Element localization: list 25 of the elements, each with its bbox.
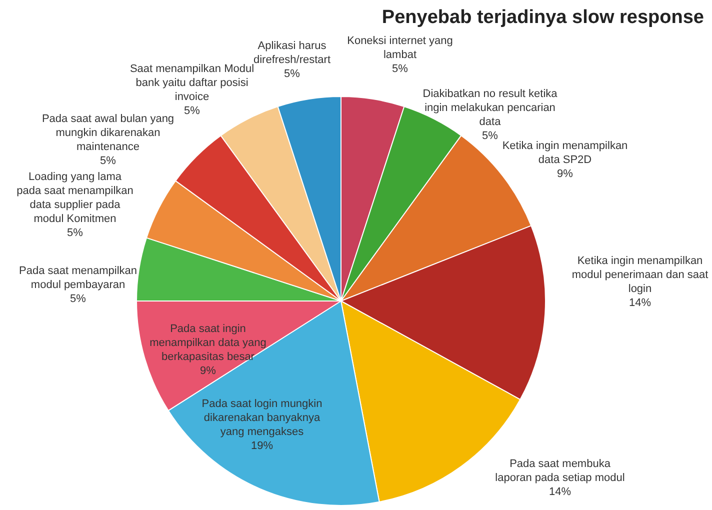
slice-label: Pada saat membuka laporan pada setiap modul — [495, 458, 625, 484]
data-label: 9% — [200, 365, 216, 378]
slice-label: Ketika ingin menampilkan data SP2D — [502, 140, 628, 166]
slice-label: Diakibatkan no result ketika ingin melakukan pencarian data — [422, 88, 558, 128]
data-label: 5% — [284, 68, 300, 80]
data-label: 5% — [482, 130, 498, 142]
slice-label: Pada saat ingin menampilkan data yang berkapasitas besar — [150, 323, 266, 364]
slice-label: Loading yang lama pada saat menampilkan data supplier pada modul Komitmen — [16, 171, 134, 226]
data-label: 5% — [100, 155, 116, 168]
data-label: 5% — [67, 227, 84, 240]
chart-title: Penyebab terjadinya slow response — [382, 7, 704, 28]
slice-label: Saat menampilkan Modul bank yaitu daftar posisi invoice — [130, 63, 254, 104]
data-label: 5% — [392, 63, 408, 76]
data-label: 19% — [250, 440, 274, 452]
slice-label: Ketika ingin menampilkan modul penerimaan dan saat login — [572, 255, 708, 296]
slice-label: Koneksi internet yang lambat — [347, 35, 453, 62]
data-label: 14% — [548, 486, 572, 498]
slice-label: Pada saat menampilkan modul pembayaran — [18, 265, 138, 292]
slice-label: Pada saat awal bulan yang mungkin dikarenakan maintenance — [42, 113, 174, 154]
slice-label: Pada saat login mungkin dikarenakan banyaknya yang mengakses — [202, 398, 322, 438]
data-label: 5% — [70, 293, 86, 306]
slice-label: Aplikasi harus direfresh/restart — [253, 40, 331, 66]
data-label: 5% — [184, 105, 200, 118]
data-label: 9% — [557, 168, 574, 180]
data-label: 14% — [628, 297, 652, 310]
